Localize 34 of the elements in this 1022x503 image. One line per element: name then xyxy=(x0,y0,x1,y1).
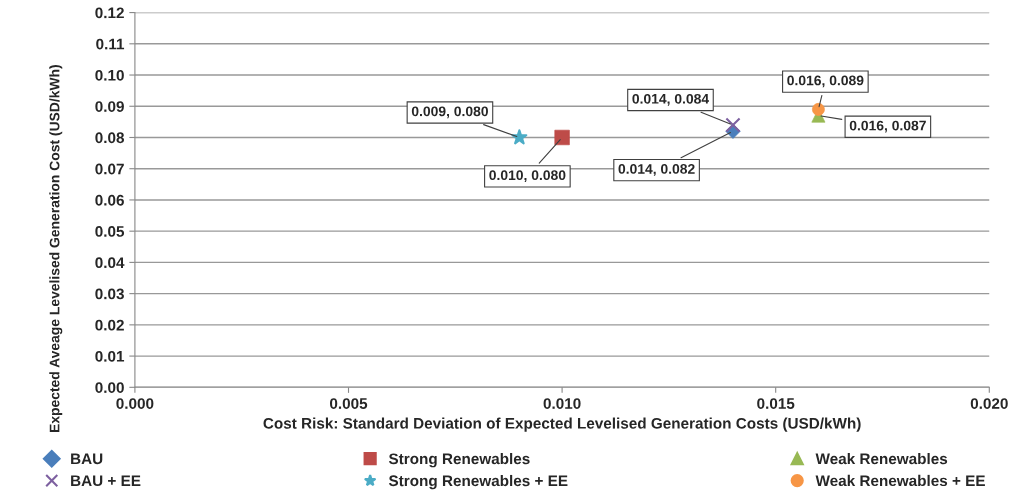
y-tick-label: 0.03 xyxy=(95,288,124,300)
legend-label: BAU xyxy=(71,453,103,465)
data-label: 0.014, 0.084 xyxy=(632,93,710,106)
point xyxy=(725,117,741,133)
legend-label: Strong Renewables xyxy=(388,452,530,468)
y-tick-label: 0.04 xyxy=(95,257,125,269)
legend-label: Weak Renewables xyxy=(815,452,948,465)
x-tick-label: 0.015 xyxy=(757,398,795,409)
y-tick-label: 0.02 xyxy=(95,319,124,331)
legend-label: Strong Renewables + EE xyxy=(388,474,568,490)
data-label: 0.016, 0.087 xyxy=(849,120,926,133)
x-tick-label: 0.000 xyxy=(116,398,154,409)
x-tick-label: 0.020 xyxy=(970,398,1008,409)
y-tick-label: 0.10 xyxy=(95,69,124,81)
y-tick-label: 0.12 xyxy=(95,7,124,19)
y-tick-label: 0.09 xyxy=(95,101,124,112)
data-label: 0.010, 0.080 xyxy=(489,170,566,183)
y-tick-label: 0.08 xyxy=(95,132,125,144)
y-tick-label: 0.07 xyxy=(95,163,124,175)
data-label: 0.014, 0.082 xyxy=(618,164,695,176)
point xyxy=(511,129,528,145)
legend-label: BAU + EE xyxy=(71,475,141,487)
data-label: 0.016, 0.089 xyxy=(787,75,864,88)
legend-label: Weak Renewables + EE xyxy=(815,474,985,487)
x-tick-label: 0.010 xyxy=(543,398,581,409)
y-tick-label: 0.01 xyxy=(95,350,125,362)
y-tick-label: 0.00 xyxy=(95,382,124,393)
y-tick-label: 0.06 xyxy=(95,194,124,206)
data-label: 0.009, 0.080 xyxy=(411,106,488,119)
y-tick-label: 0.05 xyxy=(95,226,125,237)
y-tick-label: 0.11 xyxy=(96,38,125,50)
x-tick-label: 0.005 xyxy=(329,398,368,409)
y-axis-title: Expected Aveage Levelised Generation Cost (USD/kWh) xyxy=(49,65,63,433)
x-axis-title: Cost Risk: Standard Deviation of Expected Levelised Generation Costs (USD/kWh) xyxy=(263,417,861,432)
